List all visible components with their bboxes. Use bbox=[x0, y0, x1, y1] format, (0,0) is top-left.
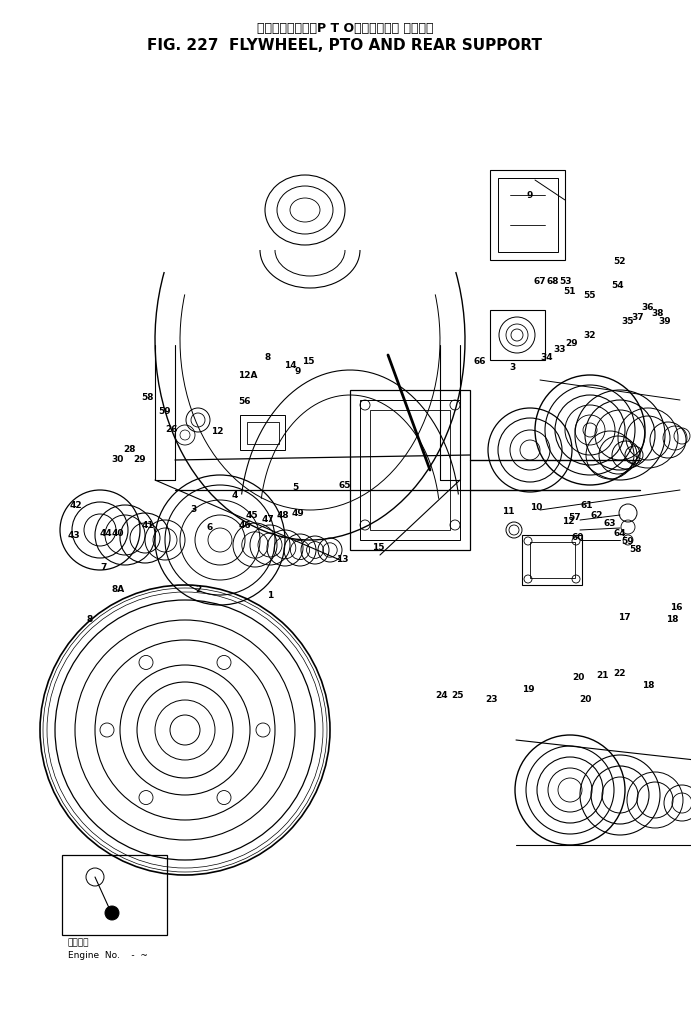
Text: 48: 48 bbox=[276, 512, 290, 521]
Bar bbox=[350, 390, 470, 550]
Text: 11: 11 bbox=[502, 508, 514, 517]
Text: 56: 56 bbox=[239, 397, 252, 406]
Text: 12A: 12A bbox=[238, 370, 258, 379]
Text: 41: 41 bbox=[142, 521, 154, 530]
Text: 28: 28 bbox=[124, 446, 136, 455]
Text: 63: 63 bbox=[604, 520, 616, 529]
Text: 39: 39 bbox=[659, 317, 672, 327]
Text: 17: 17 bbox=[618, 614, 630, 623]
Text: 36: 36 bbox=[642, 303, 654, 312]
Text: 10: 10 bbox=[530, 503, 542, 513]
Text: 37: 37 bbox=[632, 313, 644, 323]
Text: フライホイール，P T Oおよびリヤー サポート: フライホイール，P T Oおよびリヤー サポート bbox=[257, 21, 433, 34]
Text: 68: 68 bbox=[547, 276, 559, 285]
Text: 20: 20 bbox=[579, 696, 591, 705]
Text: 29: 29 bbox=[133, 456, 146, 464]
Text: 45: 45 bbox=[246, 511, 258, 520]
Bar bbox=[498, 178, 558, 252]
Text: 53: 53 bbox=[560, 276, 572, 285]
Text: 18: 18 bbox=[642, 680, 654, 690]
Text: 59: 59 bbox=[622, 538, 634, 547]
Text: 24: 24 bbox=[436, 691, 448, 700]
Text: 57: 57 bbox=[569, 514, 581, 523]
Text: 29: 29 bbox=[566, 339, 578, 348]
Text: 9: 9 bbox=[527, 190, 533, 199]
Text: 44: 44 bbox=[100, 529, 113, 538]
Text: 3: 3 bbox=[191, 506, 197, 515]
Bar bbox=[62, 855, 167, 935]
Text: 15: 15 bbox=[372, 544, 384, 552]
Text: 12: 12 bbox=[562, 518, 574, 527]
Text: 58: 58 bbox=[630, 546, 642, 554]
Bar bbox=[360, 400, 460, 540]
Text: 38: 38 bbox=[652, 308, 664, 317]
Text: 65: 65 bbox=[339, 480, 351, 489]
Text: 1: 1 bbox=[267, 590, 273, 600]
Text: 4: 4 bbox=[231, 490, 238, 499]
Text: 64: 64 bbox=[614, 529, 626, 538]
Text: 23: 23 bbox=[486, 696, 498, 705]
Text: 25: 25 bbox=[452, 691, 464, 700]
Text: 適用番号: 適用番号 bbox=[68, 938, 90, 947]
Bar bbox=[370, 410, 450, 530]
Text: 8: 8 bbox=[265, 354, 271, 363]
Text: 5: 5 bbox=[292, 483, 298, 492]
Text: 62: 62 bbox=[591, 511, 603, 520]
Text: 8: 8 bbox=[87, 616, 93, 625]
Text: 32: 32 bbox=[584, 331, 596, 340]
Text: 55: 55 bbox=[584, 291, 596, 300]
Text: 21: 21 bbox=[597, 671, 609, 680]
Text: 52: 52 bbox=[614, 258, 626, 267]
Text: 13: 13 bbox=[336, 555, 348, 564]
Text: 7: 7 bbox=[101, 563, 107, 572]
Bar bbox=[240, 415, 285, 450]
Text: 59: 59 bbox=[159, 407, 171, 417]
Text: 14: 14 bbox=[284, 361, 296, 369]
Bar bbox=[247, 422, 279, 444]
Bar bbox=[490, 170, 565, 260]
Text: 6: 6 bbox=[207, 524, 213, 533]
Ellipse shape bbox=[40, 585, 330, 875]
Text: 40: 40 bbox=[112, 529, 124, 538]
Text: FIG. 227  FLYWHEEL, PTO AND REAR SUPPORT: FIG. 227 FLYWHEEL, PTO AND REAR SUPPORT bbox=[147, 38, 542, 54]
Text: 60: 60 bbox=[572, 534, 584, 543]
Text: 34: 34 bbox=[540, 353, 553, 362]
Text: 47: 47 bbox=[262, 516, 274, 525]
Text: 49: 49 bbox=[292, 510, 304, 519]
Text: 18: 18 bbox=[665, 616, 679, 625]
Text: 9: 9 bbox=[295, 368, 301, 376]
Text: 20: 20 bbox=[572, 673, 584, 682]
Text: 15: 15 bbox=[302, 358, 314, 367]
Text: 2: 2 bbox=[195, 585, 201, 594]
Text: 19: 19 bbox=[522, 685, 534, 695]
Text: 54: 54 bbox=[612, 280, 624, 289]
Text: 22: 22 bbox=[614, 669, 626, 678]
Text: 51: 51 bbox=[564, 287, 576, 296]
Text: 8A: 8A bbox=[111, 585, 124, 594]
Text: 58: 58 bbox=[142, 393, 154, 402]
Text: 61: 61 bbox=[580, 500, 594, 510]
Text: 66: 66 bbox=[474, 358, 486, 367]
Text: 12: 12 bbox=[211, 428, 223, 437]
Text: 42: 42 bbox=[70, 500, 82, 510]
Text: 3: 3 bbox=[510, 363, 516, 371]
Bar bbox=[522, 535, 582, 585]
Text: 67: 67 bbox=[533, 276, 547, 285]
Bar bbox=[530, 542, 575, 578]
Text: 30: 30 bbox=[112, 456, 124, 464]
Text: Engine  No.    -  ~: Engine No. - ~ bbox=[68, 951, 148, 960]
Ellipse shape bbox=[105, 906, 119, 920]
Text: 33: 33 bbox=[553, 346, 566, 355]
Text: 16: 16 bbox=[670, 604, 682, 613]
Text: 43: 43 bbox=[68, 531, 80, 540]
Text: 26: 26 bbox=[166, 426, 178, 435]
Text: 35: 35 bbox=[622, 316, 634, 326]
Bar bbox=[490, 310, 545, 360]
Text: 46: 46 bbox=[238, 521, 252, 530]
